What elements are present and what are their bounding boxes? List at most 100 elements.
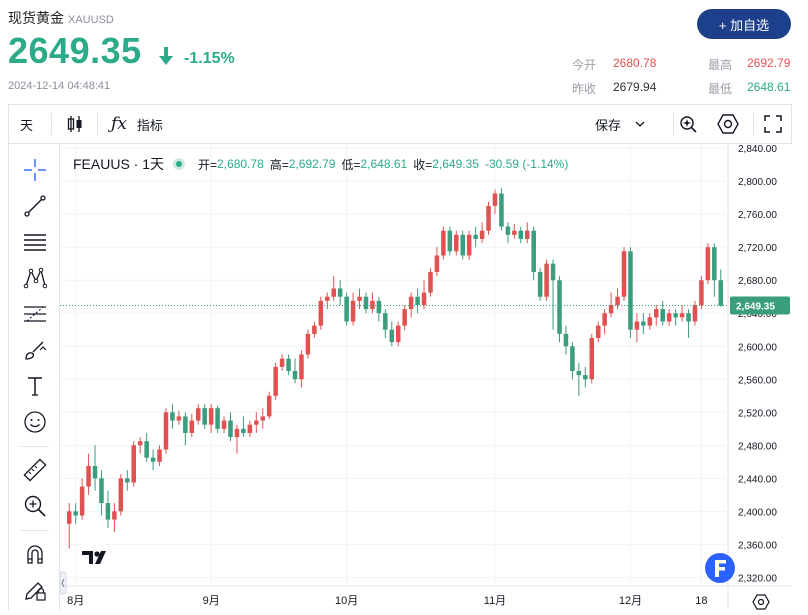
sidebar-collapse-handle[interactable] <box>59 571 67 595</box>
candle <box>576 362 582 396</box>
floating-f-button[interactable] <box>705 553 735 583</box>
candle <box>512 224 517 239</box>
candle <box>254 412 259 433</box>
ruler-tool[interactable] <box>21 456 49 484</box>
lock-drawing-tool[interactable] <box>21 576 49 604</box>
brush-tool[interactable] <box>21 336 49 364</box>
candle-body <box>628 251 633 330</box>
interval-selector[interactable]: 天 <box>20 117 34 133</box>
indicators-button[interactable]: ƒx 指标 <box>111 105 163 143</box>
fullscreen-button[interactable] <box>763 105 783 143</box>
candle-body <box>492 193 498 206</box>
candle-body <box>486 205 491 231</box>
candle <box>705 243 711 285</box>
candle-body <box>692 304 698 322</box>
candle <box>234 424 240 454</box>
candle-type-button[interactable] <box>67 105 83 143</box>
candle-body <box>176 416 182 421</box>
magnet-tool[interactable] <box>21 540 49 568</box>
candle-body <box>73 511 78 516</box>
candle <box>266 391 272 419</box>
candle-body <box>228 420 233 438</box>
save-button[interactable]: 保存 <box>595 105 645 143</box>
candle <box>325 292 330 310</box>
candle-body <box>125 478 130 483</box>
axis-settings-button[interactable] <box>752 594 770 610</box>
horizontal-lines-tool[interactable] <box>21 228 49 256</box>
crosshair-tool[interactable] <box>21 156 49 184</box>
candle-body <box>389 329 395 343</box>
candle-body <box>647 317 653 326</box>
candle-body <box>570 346 575 372</box>
function-icon: ƒx <box>111 114 127 134</box>
quote-header: 现货黄金 XAUUSD 2649.35 -1.15% 2024-12-14 04:… <box>0 0 808 100</box>
pattern-tool[interactable] <box>21 264 49 292</box>
settings-button[interactable] <box>717 105 739 143</box>
candle-body <box>318 300 324 326</box>
chevron-left-icon <box>61 578 65 588</box>
prev-close-value: 2679.94 <box>613 80 657 94</box>
candle <box>544 259 549 301</box>
candle <box>331 276 336 301</box>
candle <box>337 280 343 305</box>
candle-body <box>454 234 459 252</box>
logo-mark-t <box>82 551 93 564</box>
candle <box>279 354 285 372</box>
y-tick-label: 2,680.00 <box>738 276 777 287</box>
candle <box>666 309 672 326</box>
candle <box>421 280 427 310</box>
candle <box>357 288 362 310</box>
candle <box>550 259 556 330</box>
candle-body <box>112 511 117 520</box>
ruler-icon <box>23 458 47 482</box>
tradingview-logo[interactable] <box>78 544 110 572</box>
candle-body <box>337 288 343 297</box>
candle <box>112 503 117 532</box>
y-tick-label: 2,320.00 <box>738 573 777 584</box>
candle-body <box>234 428 240 438</box>
trend-line-tool[interactable] <box>21 192 49 220</box>
last-price: 2649.35 <box>8 30 142 71</box>
candle-body <box>718 280 724 306</box>
toolbar-divider <box>97 113 98 135</box>
candle <box>402 304 407 330</box>
magnet-icon <box>27 545 43 564</box>
text-tool[interactable] <box>21 372 49 400</box>
candle-body <box>370 300 375 310</box>
candle <box>531 226 536 281</box>
candle <box>583 366 588 388</box>
y-tick-label: 2,440.00 <box>738 474 777 485</box>
candle-body <box>673 313 678 318</box>
candle <box>247 420 253 438</box>
candle-body <box>512 230 517 235</box>
candle <box>570 342 575 380</box>
candle-body <box>518 230 524 239</box>
candle-body <box>357 296 362 301</box>
emoji-tool[interactable] <box>21 408 49 436</box>
candle-body <box>615 296 620 305</box>
zoom-in-tool[interactable] <box>21 492 49 520</box>
candle <box>621 247 627 301</box>
candle <box>673 309 678 326</box>
candle <box>686 309 691 338</box>
sidebar-divider <box>21 446 49 447</box>
add-to-watchlist-button[interactable]: + 加自选 <box>697 9 791 39</box>
candle-body <box>460 234 465 256</box>
candle-body <box>286 358 291 372</box>
candle <box>434 247 440 277</box>
candle-body <box>537 271 543 297</box>
chart-legend: FEAUUS · 1天 开= 2,680.78 高= 2,692.79 低= 2… <box>73 154 574 174</box>
fib-tool[interactable] <box>21 300 49 328</box>
candlestick-chart[interactable]: 2,840.00 2,800.00 2,760.00 2,720.00 2,680.00… <box>59 144 792 610</box>
candle <box>447 226 453 256</box>
status-dot-icon <box>173 158 186 170</box>
quick-search-button[interactable] <box>679 105 699 143</box>
candle <box>131 441 136 487</box>
chart-axes: 2,840.00 2,800.00 2,760.00 2,720.00 2,680.00… <box>60 144 792 610</box>
price-chart[interactable]: 2,840.00 2,800.00 2,760.00 2,720.00 2,680.00… <box>59 144 792 610</box>
candle <box>350 292 356 326</box>
candle <box>712 243 717 297</box>
x-tick-label: 10月 <box>335 595 358 607</box>
indicators-label: 指标 <box>136 117 163 133</box>
legend-open-value: 2,680.78 <box>217 157 264 171</box>
